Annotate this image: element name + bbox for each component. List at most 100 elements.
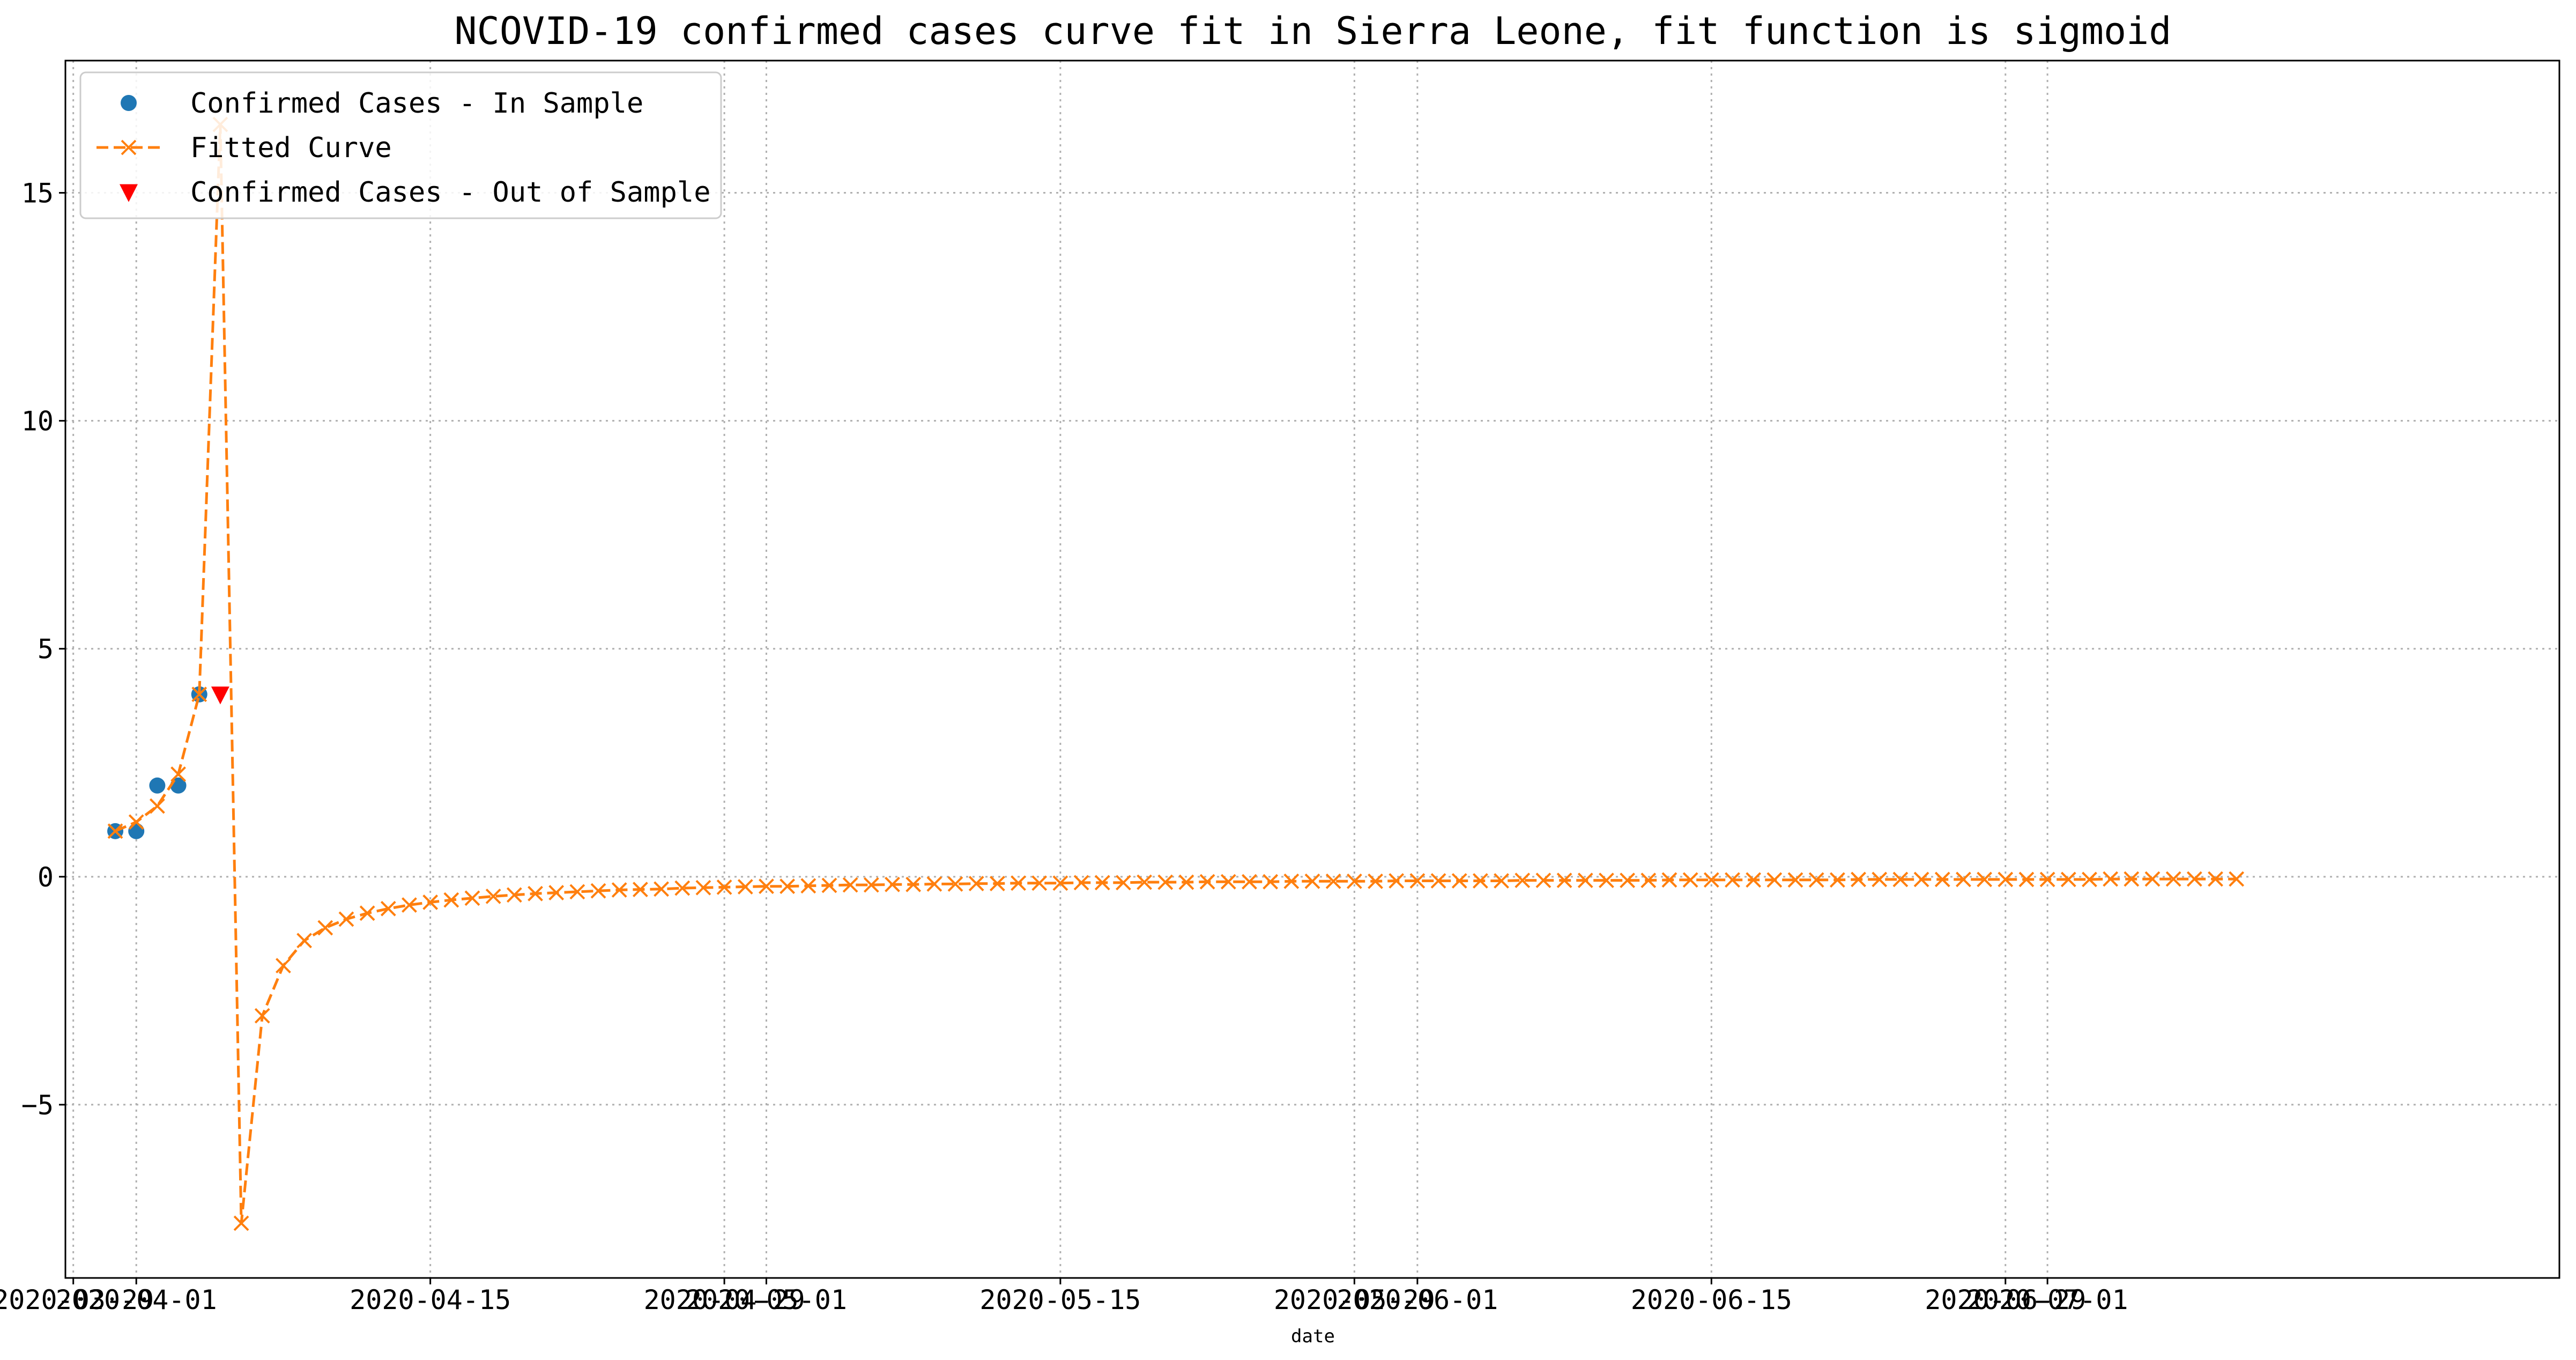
fitted-curve-point (1556, 873, 1572, 889)
fitted-curve-point (170, 766, 186, 782)
fitted-curve-point (1787, 872, 1803, 888)
fitted-curve-point (317, 920, 333, 936)
fitted-curve-point (1263, 874, 1279, 890)
fitted-curve-point (443, 892, 459, 908)
fitted-curve-point (1116, 875, 1131, 891)
fitted-curve-point (1052, 875, 1068, 891)
fitted-curve-point (1430, 873, 1446, 889)
fitted-curve-point (590, 883, 606, 899)
fitted-curve-point (863, 877, 879, 893)
legend-label: Confirmed Cases - Out of Sample (190, 176, 711, 209)
x-tick-label: 2020-04-01 (56, 1284, 217, 1315)
fitted-curve-point (1599, 873, 1614, 889)
fitted-curve-point (107, 823, 123, 839)
fitted-curve-line (115, 124, 2237, 1224)
fitted-curve-point (1451, 873, 1467, 889)
fitted-curve-point (2082, 871, 2097, 888)
fitted-curve-point (1640, 873, 1657, 889)
legend: Confirmed Cases - In Sample Fitted Curve C… (79, 71, 722, 219)
fitted-curve-point (1157, 874, 1174, 890)
in-sample-point (128, 823, 145, 839)
legend-marker (121, 95, 137, 111)
series-layer (107, 116, 2245, 1231)
fitted-curve-point (654, 881, 669, 897)
fitted-curve-point (149, 798, 165, 814)
fitted-curve-point (968, 876, 984, 892)
plot-frame (64, 60, 2560, 1279)
fitted-curve-point (1073, 875, 1089, 891)
fitted-curve-point (1011, 875, 1026, 891)
fitted-curve-point (2144, 871, 2161, 887)
fitted-curve-point (821, 877, 837, 893)
fitted-curve-point (1872, 871, 1888, 888)
fitted-curve-point (1389, 873, 1405, 889)
y-tick-label: 15 (21, 178, 54, 209)
x-tick-label: 2020-04-15 (350, 1284, 511, 1315)
legend-marker (120, 184, 138, 202)
x-tick-label: 2020-07-01 (1967, 1284, 2128, 1315)
x-tick-label: 2020-03-29 (0, 1284, 154, 1315)
fitted-curve-point (276, 958, 291, 974)
legend-label: Confirmed Cases - In Sample (190, 87, 643, 120)
fitted-curve-point (1682, 872, 1698, 888)
fitted-curve-point (2208, 871, 2223, 887)
out-of-sample-point (211, 686, 229, 705)
fitted-curve-point (1577, 873, 1593, 889)
fitted-curve-point (885, 876, 900, 892)
fitted-curve-point (1199, 874, 1215, 890)
fitted-curve-point (402, 897, 417, 913)
fitted-curve-point (1620, 873, 1636, 889)
fitted-curve-point (359, 905, 375, 921)
fitted-curve-point (569, 884, 585, 900)
fitted-curve-point (1304, 873, 1320, 889)
fitted-curve-point (1934, 871, 1950, 888)
in-sample-point (149, 777, 166, 794)
fitted-curve-point (128, 814, 144, 830)
fitted-curve-point (1766, 872, 1783, 888)
fitted-curve-point (1808, 872, 1824, 888)
fitted-curve-point (2060, 871, 2076, 888)
chart-title: NCOVID-19 confirmed cases curve fit in S… (455, 9, 2172, 53)
x-tick-label: 2020-06-01 (1337, 1284, 1498, 1315)
y-tick-label: 0 (38, 862, 54, 893)
fitted-curve-point (2229, 871, 2245, 887)
fitted-curve-point (611, 882, 627, 898)
legend-label: Fitted Curve (190, 132, 392, 164)
fitted-curve-point (1956, 871, 1971, 888)
fitted-curve-point (1892, 871, 1909, 888)
fitted-curve-point (1242, 874, 1257, 890)
fitted-curve-point (2186, 871, 2202, 887)
fitted-curve-point (191, 686, 207, 703)
fitted-curve-point (780, 878, 796, 895)
fitted-curve-point (1829, 872, 1845, 888)
fitted-curve-point (1325, 873, 1341, 889)
fitted-curve-point (506, 887, 522, 903)
fitted-curve-point (1515, 873, 1531, 889)
fitted-curve-point (1661, 872, 1677, 888)
fitted-curve-point (1094, 875, 1110, 891)
fitted-curve-point (296, 933, 313, 949)
y-tick-label: −5 (21, 1090, 54, 1121)
fitted-curve-point (716, 879, 732, 895)
fitted-curve-point (233, 1215, 249, 1231)
fitted-curve-point (1409, 873, 1426, 889)
x-tick-label: 2020-05-01 (686, 1284, 847, 1315)
x-tick-label: 2020-06-29 (1925, 1284, 2086, 1315)
fitted-curve-point (2124, 871, 2140, 887)
fitted-curve-point (485, 888, 501, 904)
legend-marker (121, 139, 137, 156)
fitted-curve-point (1913, 871, 1929, 888)
fitted-curve-point (2039, 871, 2055, 888)
fitted-curve-point (422, 895, 439, 910)
x-tick-label: 2020-06-15 (1631, 1284, 1792, 1315)
fitted-curve-point (2103, 871, 2119, 887)
fitted-curve-point (528, 885, 543, 901)
x-axis-label: date (1291, 1326, 1335, 1347)
fitted-curve-point (800, 878, 816, 894)
x-tick-label: 2020-05-29 (1274, 1284, 1435, 1315)
fitted-curve-point (1472, 873, 1488, 889)
fitted-curve-point (842, 877, 858, 893)
grid (65, 61, 2559, 1278)
